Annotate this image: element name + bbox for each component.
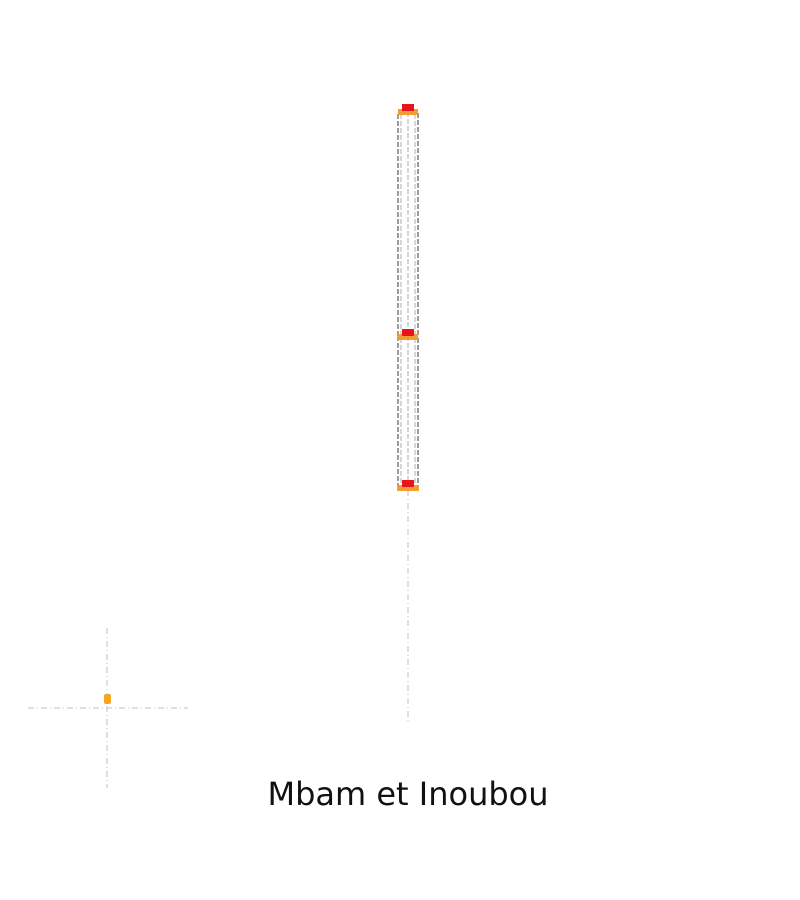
node-bottom-marker xyxy=(402,480,414,487)
road-segments xyxy=(397,111,419,488)
node-top xyxy=(398,104,418,115)
guide-lines xyxy=(28,490,409,788)
node-bottom xyxy=(397,480,419,491)
node-top-base xyxy=(398,109,418,115)
node-top-marker xyxy=(402,104,414,111)
node-bottom-base xyxy=(397,485,419,491)
point-marker xyxy=(104,694,111,704)
node-middle-marker xyxy=(402,329,414,336)
map-title: Mbam et Inoubou xyxy=(267,775,549,813)
node-middle-base xyxy=(398,334,418,340)
node-middle xyxy=(398,329,418,340)
